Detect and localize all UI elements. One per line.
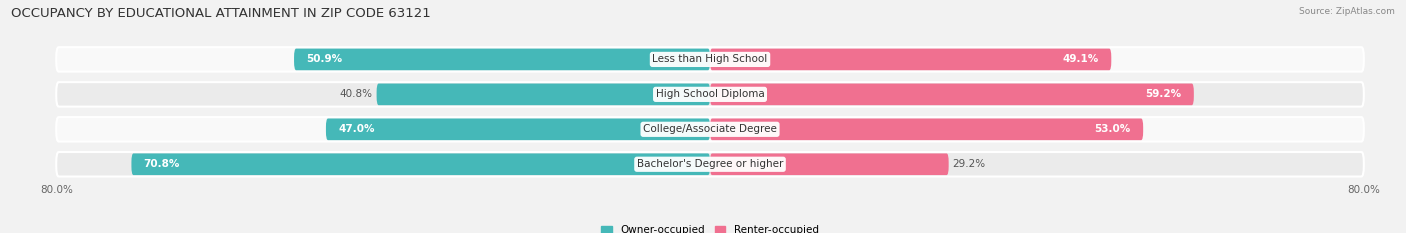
FancyBboxPatch shape [56,47,1364,72]
Text: 53.0%: 53.0% [1095,124,1130,134]
Text: 50.9%: 50.9% [307,55,343,64]
FancyBboxPatch shape [294,49,710,70]
Text: 29.2%: 29.2% [953,159,986,169]
FancyBboxPatch shape [56,82,1364,107]
Text: College/Associate Degree: College/Associate Degree [643,124,778,134]
Text: Source: ZipAtlas.com: Source: ZipAtlas.com [1299,7,1395,16]
Text: High School Diploma: High School Diploma [655,89,765,99]
FancyBboxPatch shape [326,118,710,140]
FancyBboxPatch shape [377,83,710,105]
Text: OCCUPANCY BY EDUCATIONAL ATTAINMENT IN ZIP CODE 63121: OCCUPANCY BY EDUCATIONAL ATTAINMENT IN Z… [11,7,432,20]
Text: 49.1%: 49.1% [1063,55,1099,64]
Text: 59.2%: 59.2% [1146,89,1181,99]
Legend: Owner-occupied, Renter-occupied: Owner-occupied, Renter-occupied [602,225,818,233]
Text: Less than High School: Less than High School [652,55,768,64]
FancyBboxPatch shape [131,153,710,175]
FancyBboxPatch shape [710,83,1194,105]
Text: Bachelor's Degree or higher: Bachelor's Degree or higher [637,159,783,169]
Text: 47.0%: 47.0% [339,124,374,134]
FancyBboxPatch shape [710,153,949,175]
Text: 40.8%: 40.8% [339,89,373,99]
FancyBboxPatch shape [710,118,1143,140]
FancyBboxPatch shape [710,49,1111,70]
Text: 70.8%: 70.8% [143,159,180,169]
FancyBboxPatch shape [56,152,1364,177]
FancyBboxPatch shape [56,117,1364,141]
